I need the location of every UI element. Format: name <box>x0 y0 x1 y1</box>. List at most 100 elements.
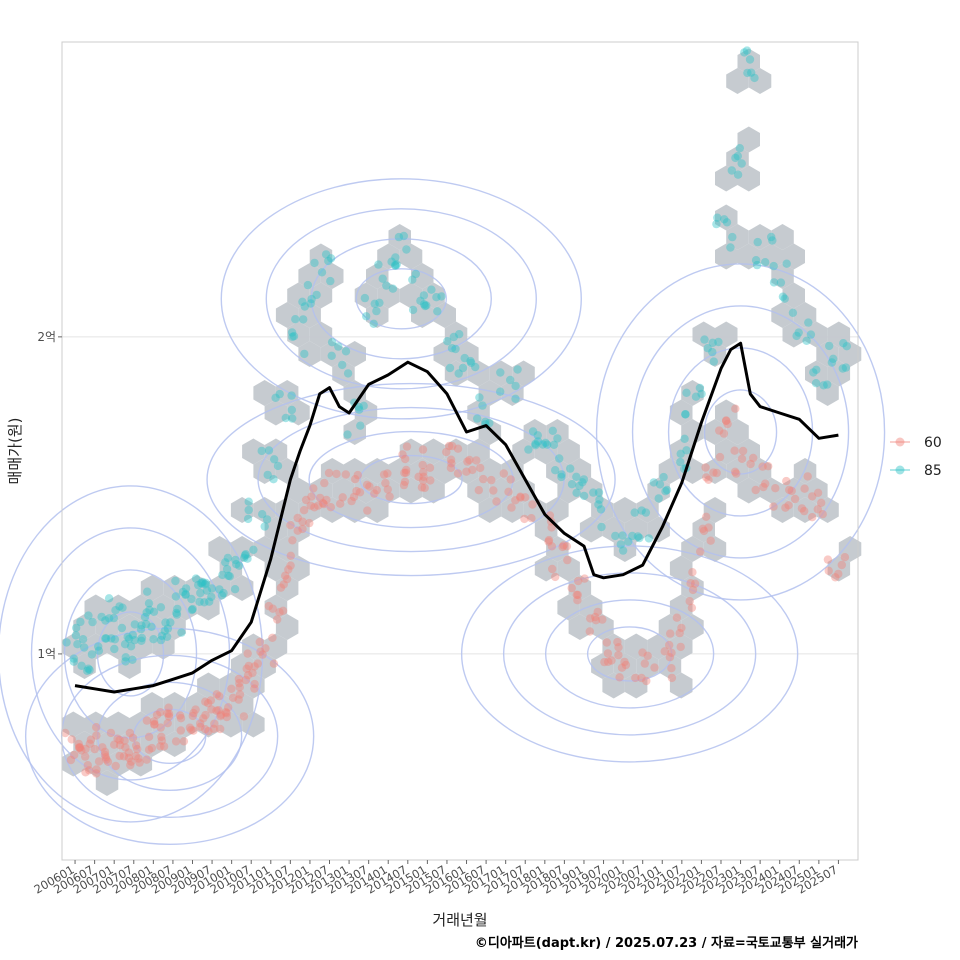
scatter-point-85 <box>334 342 343 351</box>
scatter-point-85 <box>338 360 347 370</box>
scatter-point-85 <box>118 603 127 612</box>
hexbin-cell <box>388 224 411 250</box>
hexbin-cell <box>185 575 209 601</box>
scatter-point-60 <box>370 489 379 498</box>
scatter-point-85 <box>644 534 654 543</box>
scatter-point-60 <box>785 485 794 495</box>
scatter-point-85 <box>264 446 274 455</box>
density-contour <box>132 708 207 765</box>
scatter-point-85 <box>681 410 690 419</box>
scatter-point-85 <box>572 472 581 481</box>
scatter-point-60 <box>688 585 698 595</box>
scatter-point-85 <box>84 611 93 620</box>
scatter-point-85 <box>733 151 742 161</box>
hexbin-cell <box>163 614 186 640</box>
scatter-point-60 <box>124 753 134 763</box>
hexbin-cell <box>737 477 760 504</box>
scatter-point-60 <box>715 452 725 462</box>
scatter-point-60 <box>420 483 429 493</box>
hexbin-cell <box>591 614 614 640</box>
hexbin-cell <box>557 555 580 582</box>
scatter-point-60 <box>128 733 138 742</box>
scatter-point-60 <box>222 709 231 718</box>
hexbin-cell <box>253 458 276 484</box>
scatter-point-85 <box>825 341 834 351</box>
hexbin-cell <box>354 399 378 426</box>
scatter-point-85 <box>240 551 250 560</box>
scatter-point-60 <box>446 455 456 464</box>
scatter-point-60 <box>152 710 162 719</box>
scatter-point-60 <box>712 468 721 478</box>
scatter-point-85 <box>557 472 566 482</box>
scatter-point-60 <box>307 492 316 501</box>
scatter-point-60 <box>462 467 471 476</box>
scatter-point-60 <box>615 673 624 682</box>
scatter-point-60 <box>81 744 90 754</box>
scatter-point-85 <box>123 632 132 642</box>
hexbin-cell <box>467 360 490 387</box>
scatter-point-85 <box>370 299 379 308</box>
scatter-point-85 <box>73 640 82 649</box>
scatter-point-60 <box>837 560 846 570</box>
scatter-point-85 <box>219 588 228 598</box>
scatter-point-85 <box>712 219 721 229</box>
scatter-point-85 <box>735 144 744 153</box>
hexbin-cell <box>669 399 693 426</box>
scatter-point-60 <box>401 468 411 477</box>
scatter-point-85 <box>378 274 387 283</box>
scatter-point-85 <box>531 439 540 448</box>
scatter-point-60 <box>142 716 152 725</box>
scatter-point-60 <box>256 647 265 656</box>
scatter-point-60 <box>315 493 325 503</box>
hexbin-cell <box>568 614 592 640</box>
scatter-point-60 <box>248 668 257 678</box>
scatter-point-60 <box>244 661 253 671</box>
scatter-point-85 <box>94 642 103 651</box>
scatter-point-60 <box>379 470 389 479</box>
scatter-point-85 <box>788 308 798 317</box>
scatter-point-85 <box>533 437 543 446</box>
scatter-point-85 <box>572 488 581 497</box>
scatter-point-60 <box>686 579 695 588</box>
scatter-point-85 <box>262 515 272 524</box>
scatter-point-60 <box>67 735 76 744</box>
scatter-point-60 <box>75 743 84 752</box>
scatter-point-60 <box>834 569 843 579</box>
scatter-point-60 <box>660 647 669 656</box>
scatter-point-85 <box>149 635 158 644</box>
hexbin-cell <box>782 282 805 309</box>
density-contour <box>257 406 565 553</box>
scatter-point-85 <box>69 654 79 663</box>
density-contour <box>460 545 799 763</box>
scatter-point-85 <box>761 258 770 267</box>
scatter-point-60 <box>787 486 796 496</box>
hexbin-cell <box>489 360 513 387</box>
scatter-point-85 <box>101 634 110 643</box>
scatter-point-85 <box>142 608 151 617</box>
scatter-point-60 <box>667 648 676 657</box>
hexbin-cell <box>748 224 772 250</box>
scatter-point-85 <box>511 394 520 403</box>
scatter-point-85 <box>207 584 217 593</box>
scatter-point-60 <box>314 501 323 510</box>
scatter-point-85 <box>312 290 321 300</box>
hexbin-cell <box>782 321 805 348</box>
hexbin-cell <box>692 516 715 543</box>
scatter-point-85 <box>443 337 452 346</box>
scatter-point-60 <box>800 506 809 516</box>
scatter-point-85 <box>635 533 644 543</box>
scatter-point-60 <box>617 663 627 672</box>
hexbin-cell <box>501 497 524 523</box>
scatter-point-60 <box>338 493 347 502</box>
hexbin-cell <box>399 438 423 465</box>
scatter-point-85 <box>223 553 233 563</box>
scatter-point-60 <box>690 579 700 588</box>
scatter-point-60 <box>414 472 423 481</box>
scatter-point-85 <box>147 622 156 631</box>
scatter-point-60 <box>81 768 90 777</box>
hexbin-cell <box>737 243 760 270</box>
scatter-point-85 <box>310 258 319 268</box>
hexbin-cell <box>805 321 828 348</box>
hexbin-cell <box>647 633 670 660</box>
scatter-point-60 <box>732 469 741 478</box>
